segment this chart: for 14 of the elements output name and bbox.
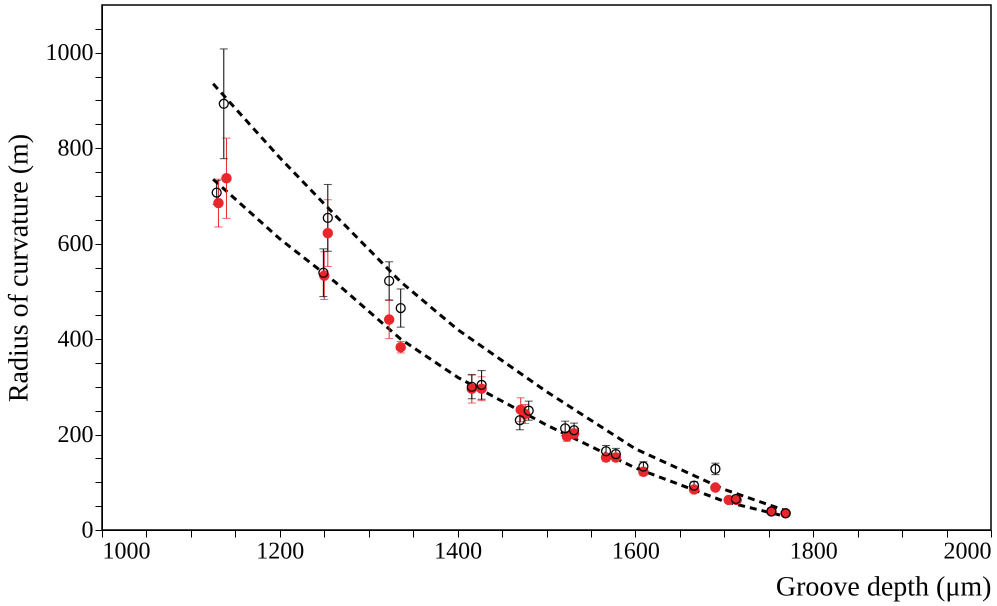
y-tick-label: 0 <box>82 518 94 544</box>
y-tick-label: 400 <box>58 326 94 353</box>
x-tick-label: 1600 <box>612 538 660 564</box>
y-tick-label: 800 <box>58 136 94 162</box>
x-tick-label: 1200 <box>256 538 304 564</box>
y-tick-label: 1000 <box>46 40 94 66</box>
x-axis-title: Groove depth (μm) <box>776 572 992 602</box>
y-tick-label: 200 <box>58 422 94 448</box>
y-tick-label: 600 <box>58 231 94 258</box>
x-tick-label: 2000 <box>944 538 992 564</box>
x-tick-label: 1400 <box>434 538 482 564</box>
y-axis-title: Radius of curvature (m) <box>4 134 34 402</box>
x-tick-label: 1000 <box>102 538 150 564</box>
x-tick-label: 1800 <box>790 538 838 564</box>
